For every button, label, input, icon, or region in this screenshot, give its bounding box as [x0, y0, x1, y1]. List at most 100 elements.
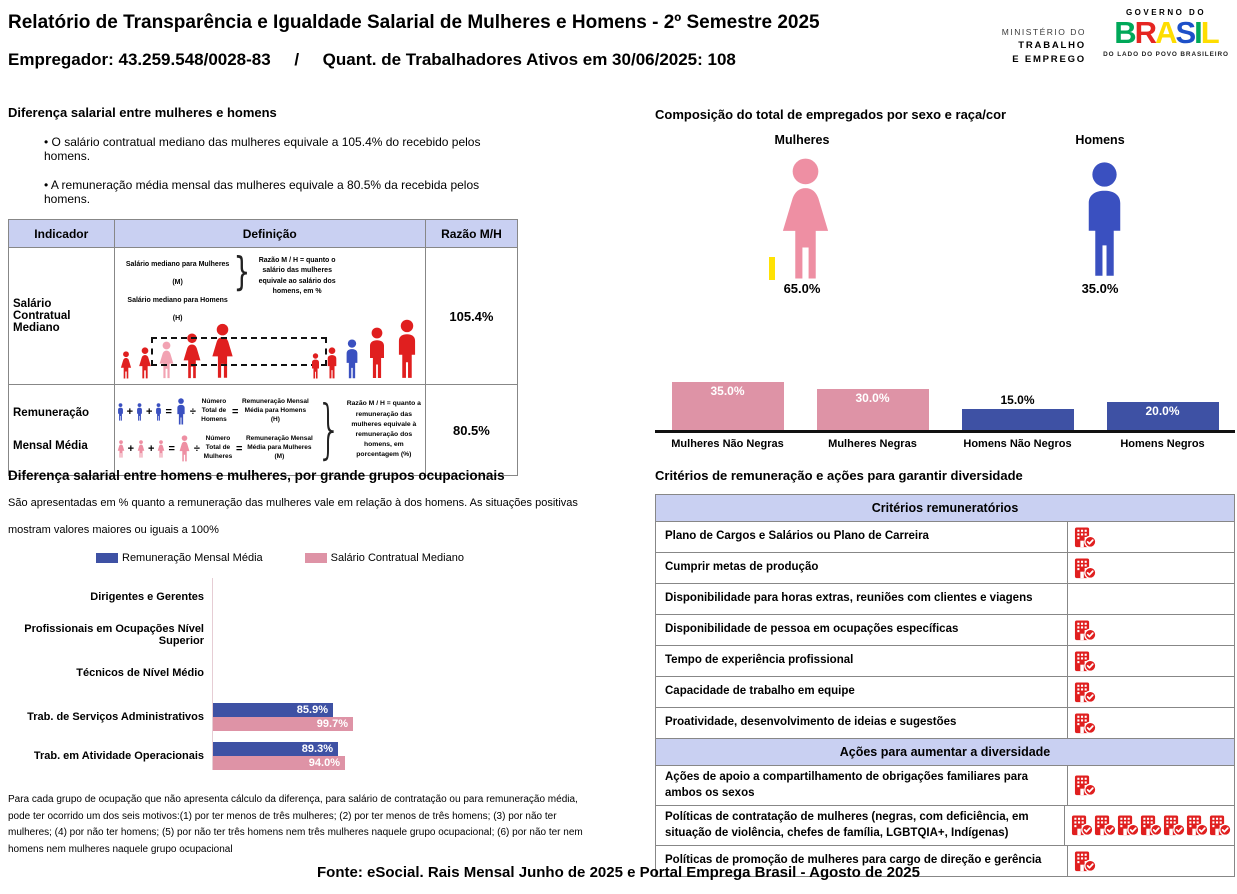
criteria-label: Plano de Cargos e Salários ou Plano de C… — [656, 522, 1068, 552]
criteria-label: Tempo de experiência profissional — [656, 646, 1068, 676]
composition-baseline — [655, 430, 1235, 433]
formula-result-label: Remuneração Mensal Média para Mulheres (… — [245, 435, 313, 460]
building-check-icon — [1074, 681, 1096, 703]
criteria-group-header: Critérios remuneratórios — [656, 495, 1234, 522]
bar-slot: 30.0% — [800, 372, 945, 430]
brace-glyph: } — [316, 393, 342, 467]
woman-icon — [158, 439, 165, 458]
bar-slot: 20.0% — [1090, 372, 1235, 430]
plus-sign: + — [148, 442, 155, 455]
building-check-icon — [1074, 712, 1096, 734]
building-check-icon — [1117, 815, 1139, 836]
criteria-row: Disponibilidade de pessoa em ocupações e… — [656, 615, 1234, 646]
building-check-icon — [1074, 650, 1096, 672]
building-check-icon — [1074, 557, 1096, 579]
median-men-label: Salário mediano para Homens (H) — [127, 296, 228, 323]
criteria-label: Disponibilidade para horas extras, reuni… — [656, 584, 1068, 614]
median-ratio-value: 105.4% — [424, 247, 519, 385]
col-header-definicao: Definição — [113, 219, 426, 248]
indicator-table: Indicador Definição Razão M/H Salário Co… — [8, 219, 519, 476]
building-check-icon — [1186, 815, 1208, 836]
plus-sign: + — [127, 442, 135, 455]
criteria-table: Critérios remuneratórios Plano de Cargos … — [655, 494, 1235, 878]
composition-title: Composição do total de empregados por se… — [655, 107, 1007, 122]
chart-axis-line — [212, 578, 213, 770]
woman-icon — [211, 323, 233, 378]
occupational-subtitle-2: mostram valores maiores ou iguais a 100% — [8, 524, 219, 536]
occupational-footnote: Para cada grupo de ocupação que não apre… — [8, 794, 583, 855]
gov-logo-top-text: GOVERNO DO — [1125, 8, 1207, 17]
criteria-label: Cumprir metas de produção — [656, 553, 1068, 583]
indicator-table-header-row: Indicador Definição Razão M/H — [8, 219, 519, 248]
criteria-group-header: Ações para aumentar a diversidade — [656, 739, 1234, 766]
woman-icon — [120, 350, 131, 378]
bar-value-label: 15.0% — [1000, 393, 1035, 407]
average-ratio-value: 80.5% — [424, 384, 519, 476]
occupation-label: Dirigentes e Gerentes — [90, 591, 204, 603]
category-label: Mulheres Não Negras — [671, 438, 784, 450]
criteria-row: Capacidade de trabalho em equipe — [656, 677, 1234, 708]
occupation-row: Trab. de Serviços Administrativos 85.9% 99… — [8, 703, 600, 731]
equals-sign: = — [235, 442, 243, 455]
legend-swatch-pink — [304, 553, 327, 563]
female-pictogram — [771, 157, 840, 286]
ministry-line-1: MINISTÉRIO DO — [1001, 27, 1086, 37]
employer-line: Empregador: 43.259.548/0028-83 / Quant. … — [8, 50, 736, 69]
occupation-label: Trab. em Atividade Operacionais — [33, 750, 204, 762]
criteria-icons-cell — [1068, 677, 1234, 707]
col-header-indicador: Indicador — [8, 219, 115, 248]
legend-item-pink: Salário Contratual Mediano — [304, 552, 464, 564]
building-check-icon — [1074, 526, 1096, 548]
occupation-label: Técnicos de Nível Médio — [76, 667, 204, 679]
criteria-icons-cell — [1068, 553, 1234, 583]
formula-result-label: Remuneração Mensal Média para Homens (H) — [241, 398, 309, 423]
woman-icon — [117, 439, 124, 458]
brasil-letter: I — [1194, 15, 1203, 50]
avg-formula-women: + + = ÷ Número Total de Mulheres = Remuneração… — [116, 435, 315, 462]
building-check-icon — [1163, 815, 1185, 836]
median-women-group — [118, 323, 238, 379]
male-pictogram — [1075, 161, 1134, 283]
criteria-row: Proatividade, desenvolvimento de ideias … — [656, 708, 1234, 739]
criteria-icons-cell — [1068, 846, 1234, 876]
brace-glyph: } — [233, 250, 251, 295]
criteria-icons-cell — [1068, 584, 1234, 614]
occupational-section: Diferença salarial entre homens e mulher… — [8, 468, 600, 858]
criteria-icons-cell — [1068, 766, 1234, 805]
building-check-icon — [1140, 815, 1162, 836]
brasil-wordmark: BRASIL — [1100, 15, 1232, 50]
building-check-icon — [1074, 619, 1096, 641]
avg-formula-men: + + = ÷ Número Total de Homens = Remuneração M… — [116, 398, 315, 425]
legend-item-blue: Remuneração Mensal Média — [96, 552, 263, 564]
formula-denominator-label: Número Total de Mulheres — [203, 435, 233, 460]
bar-slot: 35.0% — [655, 372, 800, 430]
criteria-row: Políticas de contratação de mulheres (ne… — [656, 806, 1234, 847]
median-women-label: Salário mediano para Mulheres (M) — [125, 260, 230, 286]
criteria-label: Ações de apoio a compartilhamento de obr… — [656, 766, 1068, 806]
legend-label-blue: Remuneração Mensal Média — [122, 552, 263, 564]
source-footer: Fonte: eSocial. Rais Mensal Junho de 202… — [317, 864, 920, 881]
composition-bars: 35.0% 30.0% 15.0% 20.0% — [655, 372, 1235, 430]
occupation-bars: 85.9% 99.7% — [213, 703, 353, 731]
occupational-bar-chart: Dirigentes e Gerentes Profissionais em Oc… — [8, 578, 600, 770]
average-definition-cell: + + = ÷ Número Total de Homens = Remuneração M… — [113, 384, 426, 476]
criteria-icons-cell — [1068, 708, 1234, 738]
divide-sign: ÷ — [193, 442, 200, 455]
bar: 35.0% — [671, 382, 784, 430]
governo-brasil-logo: GOVERNO DO BRASIL DO LADO DO POVO BRASIL… — [1100, 8, 1232, 58]
median-diagram-labels: Salário mediano para Mulheres (M) Salári… — [125, 256, 231, 329]
man-icon — [311, 352, 319, 378]
page-title: Relatório de Transparência e Igualdade S… — [8, 12, 820, 33]
ministry-logo: MINISTÉRIO DO TRABALHO E EMPREGO — [948, 26, 1086, 67]
building-check-icon — [1094, 815, 1116, 836]
woman-icon — [137, 439, 145, 458]
average-diagram: + + = ÷ Número Total de Homens = Remuneração M… — [115, 393, 425, 467]
bar-value-label: 20.0% — [1145, 404, 1180, 418]
category-label: Mulheres Negras — [828, 438, 917, 450]
man-icon — [346, 338, 358, 378]
woman-icon — [782, 158, 829, 279]
salary-gap-section: Diferença salarial entre mulheres e home… — [8, 105, 519, 476]
bar — [961, 409, 1074, 430]
man-icon — [117, 402, 123, 421]
